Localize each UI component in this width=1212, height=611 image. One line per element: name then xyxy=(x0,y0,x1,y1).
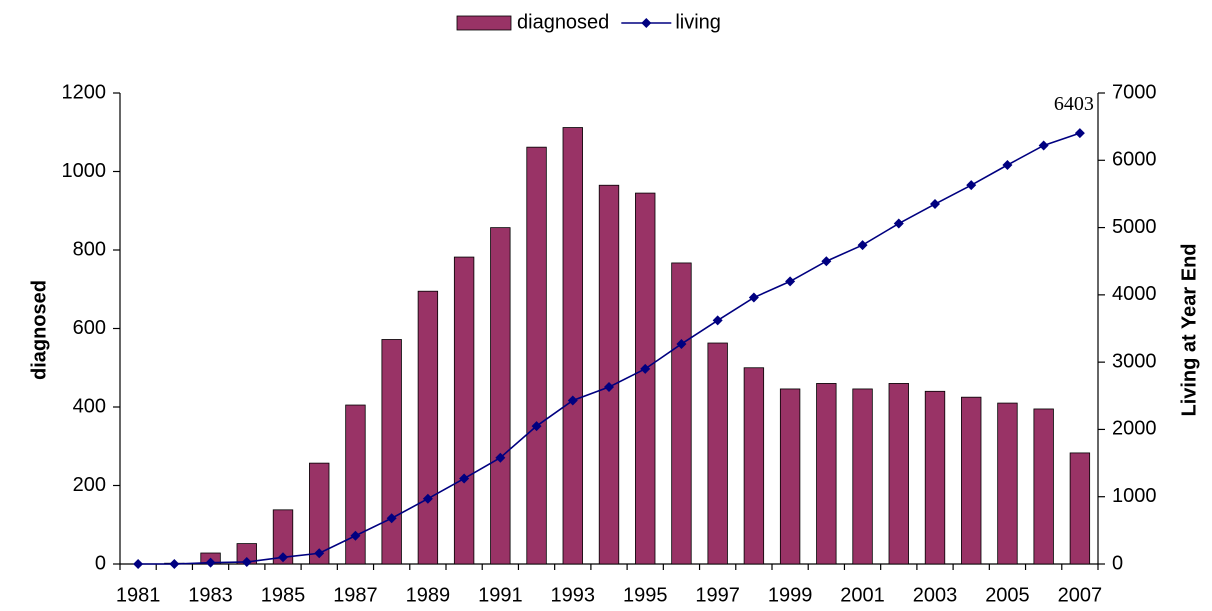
bar xyxy=(671,262,692,565)
point xyxy=(386,513,397,524)
y-tick-label: 600 xyxy=(73,317,106,339)
y2-tick-label: 4000 xyxy=(1112,283,1157,305)
bar xyxy=(453,256,475,565)
bar xyxy=(635,192,656,565)
point xyxy=(350,530,361,541)
bar xyxy=(888,383,909,565)
bar xyxy=(1069,452,1091,565)
point xyxy=(930,199,940,210)
point xyxy=(821,256,832,267)
x-tick-label: 2005 xyxy=(985,584,1030,606)
point xyxy=(459,473,470,484)
x-tick-label: 1981 xyxy=(116,584,161,606)
point xyxy=(278,552,288,563)
point xyxy=(495,452,506,463)
point xyxy=(169,559,180,569)
point xyxy=(640,363,651,374)
point xyxy=(748,292,759,303)
y-tick-label: 1200 xyxy=(62,81,107,103)
y2-axis-title: Living at Year End xyxy=(1178,243,1200,416)
bar xyxy=(997,402,1018,565)
y2-tick-label: 5000 xyxy=(1112,216,1157,238)
x-tick-label: 1989 xyxy=(406,584,451,606)
legend-label: diagnosed xyxy=(517,11,609,33)
bar xyxy=(707,342,728,565)
x-tick-label: 2007 xyxy=(1058,584,1103,606)
y-axis-title: diagnosed xyxy=(28,280,50,380)
bar xyxy=(743,367,765,565)
bar xyxy=(272,509,294,565)
point xyxy=(857,240,868,251)
y-tick-label: 800 xyxy=(73,238,106,260)
point xyxy=(893,218,904,229)
y2-tick-label: 1000 xyxy=(1112,485,1157,507)
point xyxy=(712,315,723,326)
x-tick-label: 1991 xyxy=(478,584,523,606)
y2-tick-label: 7000 xyxy=(1112,81,1157,103)
legend-label: living xyxy=(675,11,721,33)
x-tick-label: 1983 xyxy=(188,584,233,606)
point xyxy=(531,421,542,432)
bar xyxy=(526,146,547,565)
bar xyxy=(924,390,946,565)
point xyxy=(604,382,614,393)
bar xyxy=(345,404,366,565)
bar xyxy=(309,462,330,565)
point xyxy=(567,395,578,406)
point xyxy=(785,276,796,287)
x-tick-label: 2001 xyxy=(840,584,885,606)
point xyxy=(676,338,687,349)
x-tick-label: 1997 xyxy=(695,584,740,606)
data-label: 6403 xyxy=(1054,93,1094,115)
y-tick-label: 400 xyxy=(73,395,106,417)
x-tick-label: 1993 xyxy=(551,584,596,606)
y-tick-label: 0 xyxy=(95,552,106,574)
point xyxy=(1002,159,1013,170)
bar xyxy=(852,388,873,565)
point xyxy=(241,556,252,567)
bar xyxy=(562,127,583,565)
x-tick-label: 1987 xyxy=(333,584,378,606)
y-tick-label: 200 xyxy=(73,474,106,496)
x-tick-label: 1999 xyxy=(768,584,813,606)
y2-tick-label: 2000 xyxy=(1112,418,1157,440)
bar xyxy=(490,227,511,565)
point xyxy=(422,493,433,504)
point xyxy=(966,180,977,191)
y2-tick-label: 6000 xyxy=(1112,149,1157,171)
bar xyxy=(1033,408,1054,565)
point xyxy=(1074,128,1085,139)
y-tick-label: 1000 xyxy=(62,160,107,182)
bar xyxy=(417,290,439,565)
bar xyxy=(816,383,837,565)
bar xyxy=(598,184,620,565)
point xyxy=(205,557,216,568)
legend-swatch xyxy=(641,18,652,28)
legend-swatch xyxy=(456,15,512,31)
point xyxy=(1038,140,1049,151)
bar xyxy=(961,396,982,565)
x-tick-label: 1985 xyxy=(261,584,306,606)
bar xyxy=(381,339,402,565)
x-tick-label: 1995 xyxy=(623,584,668,606)
y2-tick-label: 0 xyxy=(1112,552,1123,574)
point xyxy=(133,559,144,569)
bar xyxy=(779,388,801,565)
y2-tick-label: 3000 xyxy=(1112,350,1157,372)
x-tick-label: 2003 xyxy=(913,584,958,606)
point xyxy=(314,548,325,559)
